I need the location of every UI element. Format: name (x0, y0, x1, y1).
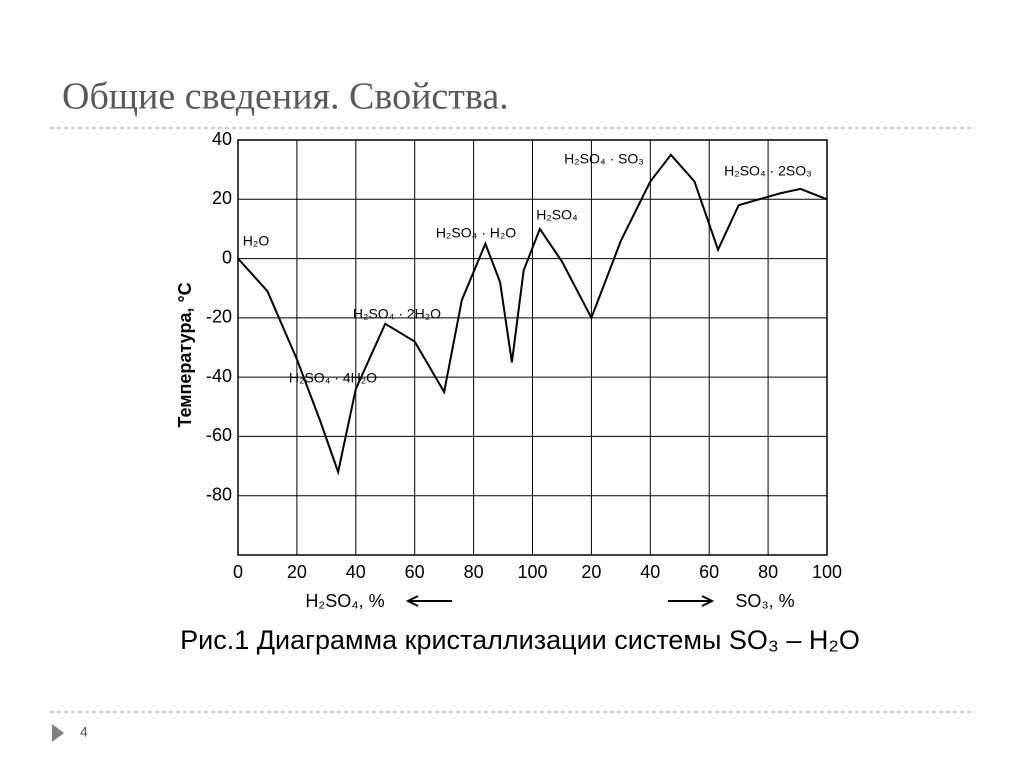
x-tick-label: 60 (699, 562, 719, 582)
annotation: H₂SO₄ · 4H₂O (289, 370, 377, 386)
y-tick-label: 0 (222, 247, 232, 267)
x-tick-label: 20 (581, 562, 601, 582)
y-tick-label: -40 (206, 366, 232, 386)
plot: 40 20 0 -20 -40 -60 -80 0 20 40 60 80 100 20 40 60 80 100… (206, 129, 842, 582)
x-tick-label: 100 (812, 562, 842, 582)
bullet-icon (52, 724, 64, 742)
x-tick-label: 60 (405, 562, 425, 582)
x-axis-label: SO₃, % (735, 591, 794, 611)
x-tick-label: 20 (287, 562, 307, 582)
x-tick-label: 80 (464, 562, 484, 582)
x-axis-label: H₂SO₄, % (305, 591, 384, 611)
x-tick-label: 100 (517, 562, 547, 582)
curve (237, 153, 828, 476)
annotation: H₂O (243, 233, 270, 249)
x-tick-label: 80 (758, 562, 778, 582)
page-number: 4 (80, 724, 88, 740)
x-tick-label: 40 (640, 562, 660, 582)
annotation: H₂SO₄ · H₂O (436, 225, 516, 241)
arrow (405, 595, 452, 607)
annotation: H₂SO₄ · SO₃ (564, 151, 644, 167)
y-tick-label: -60 (206, 425, 232, 445)
y-tick-label: 40 (212, 129, 232, 149)
y-tick-label: -20 (206, 307, 232, 327)
arrow (668, 595, 715, 607)
annotation: H₂SO₄ · 2H₂O (353, 306, 441, 322)
y-tick-label: -80 (206, 484, 232, 504)
y-tick-label: 20 (212, 188, 232, 208)
annotation: H₂SO₄ · 2SO₃ (724, 163, 812, 179)
slide-title: Общие сведения. Свойства. (62, 76, 509, 118)
x-tick-label: 40 (346, 562, 366, 582)
caption: Рис.1 Диаграмма кристаллизации системы S… (180, 625, 860, 655)
annotation: H₂SO₄ (536, 207, 578, 223)
y-axis-label: Температура, °C (175, 282, 195, 427)
x-tick-label: 0 (233, 562, 243, 582)
